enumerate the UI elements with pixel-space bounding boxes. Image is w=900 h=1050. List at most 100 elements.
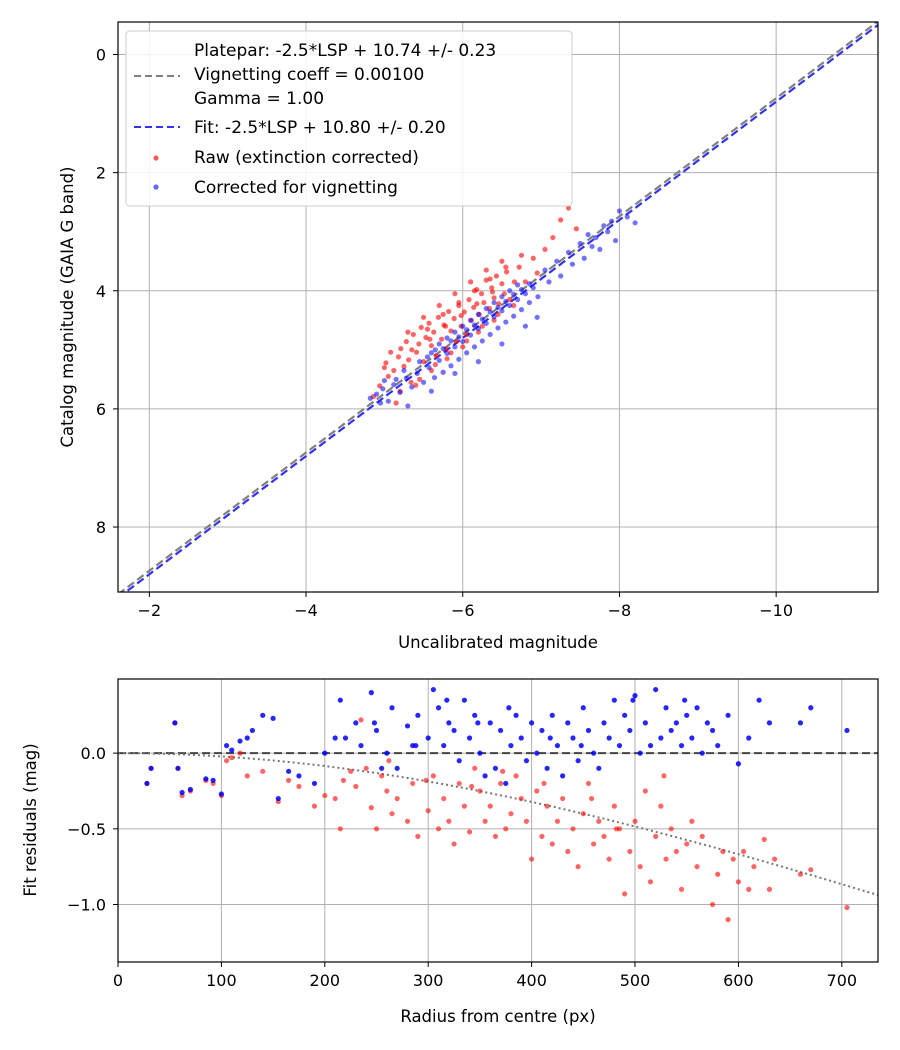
top-corrected-point xyxy=(609,218,615,224)
bottom-scatter-points xyxy=(144,686,850,923)
top-x-tick-label: −10 xyxy=(759,601,793,620)
bottom-raw-point xyxy=(353,783,359,790)
bottom-raw-point xyxy=(386,758,392,764)
bottom-raw-point xyxy=(311,803,318,809)
bottom-raw-point xyxy=(622,891,628,897)
bottom-corrected-point xyxy=(611,697,617,703)
top-raw-point xyxy=(456,299,462,306)
bottom-raw-point xyxy=(658,803,664,809)
bottom-raw-point xyxy=(766,886,773,892)
bottom-corrected-point xyxy=(394,765,400,771)
bottom-raw-point xyxy=(477,788,483,794)
top-raw-point xyxy=(461,309,467,315)
top-raw-point xyxy=(453,338,460,345)
bottom-corrected-point xyxy=(435,705,442,711)
bottom-raw-point xyxy=(613,826,619,832)
bottom-corrected-point xyxy=(337,697,343,703)
bottom-raw-point xyxy=(689,818,695,824)
bottom-corrected-point xyxy=(260,712,266,718)
top-corrected-point xyxy=(593,234,599,241)
top-axes-frame xyxy=(117,21,879,593)
top-raw-point xyxy=(427,336,433,342)
legend-corrected-marker xyxy=(153,184,159,190)
bottom-raw-point xyxy=(663,856,669,862)
top-corrected-point xyxy=(448,363,454,369)
bottom-raw-point xyxy=(771,856,778,862)
bottom-raw-point xyxy=(368,805,374,811)
top-y-tick-label: 2 xyxy=(96,164,106,183)
bottom-raw-point xyxy=(482,818,488,824)
bottom-raw-point xyxy=(441,795,447,802)
top-raw-point xyxy=(499,258,505,264)
top-fit-line xyxy=(124,24,878,592)
top-raw-point xyxy=(504,269,510,275)
top-corrected-point xyxy=(624,214,630,220)
top-corrected-point xyxy=(483,320,489,326)
bottom-y-tick-label: 0.0 xyxy=(81,744,106,763)
bottom-corrected-point xyxy=(379,765,385,771)
bottom-corrected-point xyxy=(466,735,473,741)
top-raw-point xyxy=(401,363,407,369)
bottom-raw-point xyxy=(661,773,667,779)
bottom-corrected-point xyxy=(622,712,628,718)
bottom-raw-point xyxy=(229,755,235,761)
bottom-x-ticks: 0 100 200 300 400 500 600 700 xyxy=(113,962,857,990)
bottom-raw-point xyxy=(410,780,416,787)
bottom-corrected-point xyxy=(653,686,659,693)
top-raw-point xyxy=(499,281,505,287)
bottom-corrected-point xyxy=(342,735,349,741)
bottom-corrected-point xyxy=(797,720,804,726)
legend-entry-platepar: Platepar: -2.5*LSP + 10.74 +/- 0.23 xyxy=(194,41,496,61)
bottom-raw-point xyxy=(523,818,530,824)
bottom-y-tick-label: −1.0 xyxy=(67,895,106,914)
bottom-corrected-point xyxy=(678,742,685,749)
legend-entry-corrected: Corrected for vignetting xyxy=(194,178,398,198)
top-raw-point xyxy=(460,344,466,350)
top-corrected-point xyxy=(518,307,525,313)
top-raw-point xyxy=(458,312,464,319)
top-raw-point xyxy=(451,315,457,322)
bottom-raw-point xyxy=(492,833,499,839)
top-raw-point xyxy=(565,205,572,211)
top-corrected-point xyxy=(467,317,474,323)
bottom-raw-point xyxy=(678,886,685,892)
bottom-raw-point xyxy=(223,758,230,764)
top-raw-point xyxy=(413,349,420,355)
top-corrected-point xyxy=(522,323,529,329)
bottom-raw-point xyxy=(461,803,467,809)
top-corrected-point xyxy=(479,316,485,322)
top-corrected-point xyxy=(405,403,411,409)
top-corrected-point xyxy=(487,309,493,315)
top-corrected-point xyxy=(431,374,438,381)
bottom-raw-point xyxy=(472,765,478,771)
top-raw-point xyxy=(487,276,493,282)
top-raw-point xyxy=(408,379,414,385)
bottom-corrected-point xyxy=(441,742,447,749)
bottom-raw-point xyxy=(588,795,595,802)
bottom-corrected-point xyxy=(497,727,504,734)
top-raw-point xyxy=(464,338,470,344)
top-corrected-point xyxy=(397,389,403,395)
bottom-raw-point xyxy=(497,780,504,787)
bottom-corrected-point xyxy=(148,765,154,771)
top-raw-point xyxy=(481,299,487,306)
top-corrected-point xyxy=(377,400,384,406)
bottom-raw-point xyxy=(735,879,742,885)
top-corrected-point xyxy=(577,240,583,247)
bottom-raw-point xyxy=(503,826,509,832)
top-raw-point xyxy=(573,226,579,232)
bottom-raw-point xyxy=(322,792,328,799)
top-corrected-point xyxy=(558,273,564,279)
bottom-corrected-point xyxy=(596,765,602,771)
top-x-tick-label: −2 xyxy=(138,601,162,620)
bottom-corrected-point xyxy=(601,720,607,726)
bottom-corrected-point xyxy=(425,735,431,741)
bottom-x-tick-label: 0 xyxy=(113,971,123,990)
top-raw-point xyxy=(426,320,432,326)
top-corrected-point xyxy=(475,359,482,365)
top-corrected-point xyxy=(401,367,407,374)
top-raw-point xyxy=(406,357,412,363)
top-corrected-point xyxy=(373,391,380,397)
bottom-corrected-point xyxy=(358,742,364,749)
bottom-corrected-point xyxy=(627,727,633,734)
